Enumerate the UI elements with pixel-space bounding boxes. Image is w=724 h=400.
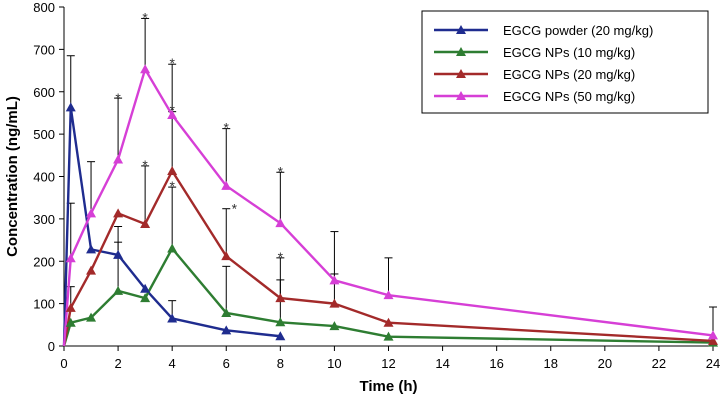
data-point-series-1	[167, 313, 178, 323]
series-markers	[65, 64, 718, 347]
y-tick-label: 500	[33, 127, 55, 142]
data-point-series-4	[383, 290, 394, 300]
legend-label: EGCG NPs (50 mg/kg)	[503, 89, 635, 104]
x-tick-label: 16	[489, 356, 503, 371]
x-tick-label: 22	[652, 356, 666, 371]
data-point-series-2	[221, 307, 232, 317]
data-point-series-2	[329, 321, 340, 331]
data-point-series-3	[140, 218, 151, 228]
x-tick-label: 18	[544, 356, 558, 371]
significance-markers: * * * * * * * * * *	[115, 9, 283, 264]
data-point-series-3	[113, 208, 124, 218]
data-point-series-4	[167, 110, 178, 120]
y-tick-label: 0	[48, 339, 55, 354]
data-point-series-3	[329, 298, 340, 308]
data-point-series-4	[113, 154, 124, 164]
x-tick-label: 6	[223, 356, 230, 371]
significance-star: *	[278, 249, 284, 265]
y-tick-label: 800	[33, 0, 55, 15]
x-tick-label: 12	[381, 356, 395, 371]
data-point-series-2	[86, 312, 97, 322]
data-point-series-4	[221, 180, 232, 190]
y-tick-label: 700	[33, 42, 55, 57]
x-tick-label: 0	[60, 356, 67, 371]
legend-swatch-marker	[456, 47, 466, 56]
data-point-series-1	[113, 249, 124, 259]
data-point-series-4	[86, 208, 97, 218]
data-point-series-3	[86, 265, 97, 275]
data-point-series-1	[86, 244, 97, 254]
data-point-series-2	[140, 293, 151, 303]
significance-star: *	[142, 157, 148, 173]
x-tick-label: 4	[169, 356, 176, 371]
significance-star: *	[169, 55, 175, 71]
legend-swatch-marker	[456, 25, 466, 34]
legend-swatch-marker	[456, 91, 466, 100]
data-point-series-4	[140, 64, 151, 74]
y-tick-label: 200	[33, 254, 55, 269]
x-tick-label: 20	[598, 356, 612, 371]
significance-star: *	[115, 90, 121, 106]
data-point-series-1	[275, 331, 286, 341]
data-point-series-1	[221, 325, 232, 335]
legend-swatch-marker	[456, 69, 466, 78]
data-point-series-3	[65, 302, 76, 312]
data-point-series-3	[167, 165, 178, 175]
x-tick-label: 24	[706, 356, 720, 371]
series-line-1	[62, 106, 281, 347]
data-point-series-1	[140, 283, 151, 293]
x-tick-label: 14	[435, 356, 449, 371]
data-point-series-3	[275, 293, 286, 303]
data-point-series-1	[65, 102, 76, 112]
significance-star: *	[224, 120, 230, 136]
data-point-series-2	[275, 317, 286, 327]
data-point-series-4	[329, 275, 340, 285]
data-point-series-4	[708, 330, 718, 340]
legend-label: EGCG NPs (10 mg/kg)	[503, 45, 635, 60]
legend-label: EGCG NPs (20 mg/kg)	[503, 67, 635, 82]
legend: EGCG powder (20 mg/kg) EGCG NPs (10 mg/kg…	[421, 10, 709, 114]
x-tick-label: 2	[114, 356, 121, 371]
data-point-series-3	[221, 251, 232, 261]
data-point-series-2	[113, 285, 124, 295]
y-tick-label: 300	[33, 212, 55, 227]
data-point-series-4	[275, 218, 286, 228]
significance-star: *	[232, 201, 238, 217]
y-tick-label: 400	[33, 170, 55, 185]
y-tick-label: 600	[33, 85, 55, 100]
data-point-series-2	[65, 317, 76, 327]
x-tick-label: 8	[277, 356, 284, 371]
data-point-series-2	[383, 331, 394, 341]
y-tick-label: 100	[33, 297, 55, 312]
significance-star: *	[169, 102, 175, 118]
legend-label: EGCG powder (20 mg/kg)	[503, 23, 653, 38]
significance-star: *	[278, 163, 284, 179]
data-point-series-4	[65, 253, 76, 263]
significance-star: *	[142, 9, 148, 25]
x-axis-title: Time (h)	[359, 378, 417, 395]
y-axis-title: Concentration (ng/mL)	[4, 96, 21, 257]
data-point-series-2	[167, 243, 178, 253]
x-tick-label: 10	[327, 356, 341, 371]
significance-star: *	[169, 178, 175, 194]
data-point-series-3	[708, 335, 718, 345]
data-point-series-3	[383, 317, 394, 327]
